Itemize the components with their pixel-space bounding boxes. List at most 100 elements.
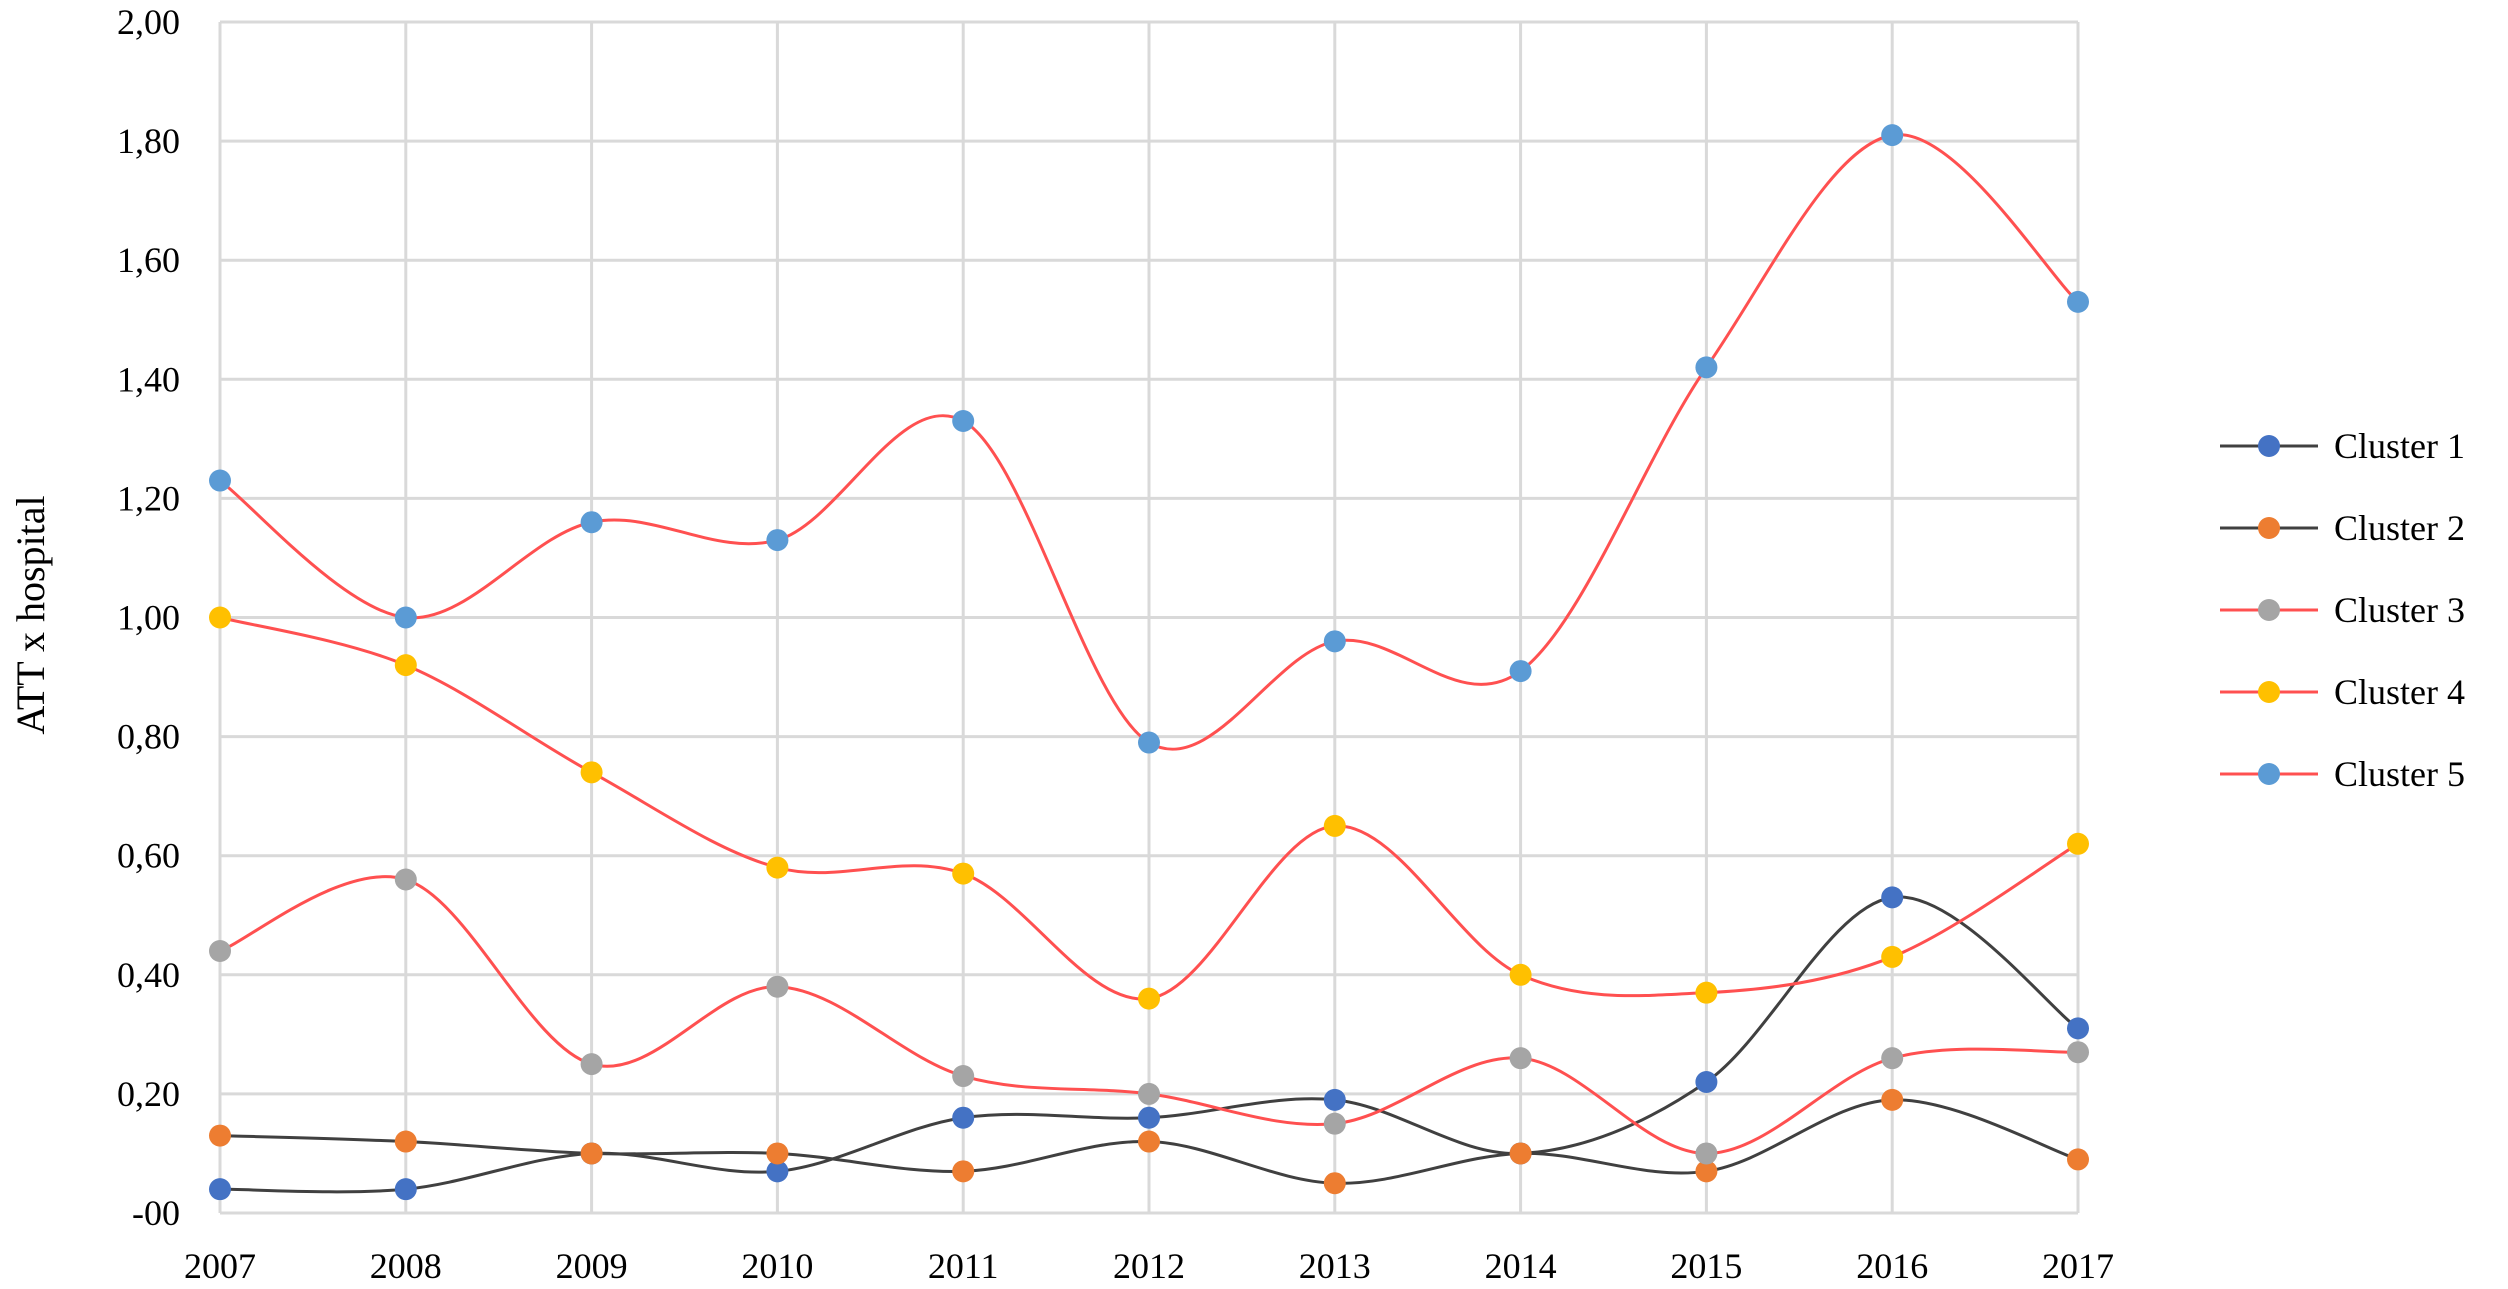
y-tick-label: 2,00 <box>117 2 180 42</box>
data-point <box>766 856 789 879</box>
x-tick-label: 2017 <box>2042 1246 2114 1286</box>
x-tick-label: 2008 <box>370 1246 442 1286</box>
y-tick-label: 1,80 <box>117 121 180 161</box>
data-point <box>1695 1160 1718 1183</box>
legend-label: Cluster 4 <box>2334 672 2465 712</box>
legend-label: Cluster 5 <box>2334 754 2465 794</box>
data-point <box>1509 660 1532 683</box>
data-point <box>1881 1088 1904 1111</box>
data-point <box>1138 731 1160 754</box>
y-axis-title: ATT x hospital <box>8 495 53 734</box>
y-tick-label: 1,20 <box>117 478 180 518</box>
x-tick-label: 2014 <box>1485 1246 1557 1286</box>
legend-item: Cluster 2 <box>2220 508 2465 548</box>
data-point <box>952 1065 975 1088</box>
data-point <box>766 1160 789 1183</box>
y-tick-label: 1,00 <box>117 598 180 638</box>
data-point <box>1138 987 1160 1010</box>
series-cluster-3 <box>209 868 2089 1165</box>
legend-item: Cluster 4 <box>2220 672 2465 712</box>
data-point <box>394 606 417 629</box>
y-axis-ticks: -00 0,20 0,40 0,60 0,80 1,00 1,20 1,40 1,60 1,80 2… <box>117 2 180 1233</box>
legend-label: Cluster 3 <box>2334 590 2465 630</box>
legend-marker <box>2258 681 2280 703</box>
data-point <box>766 529 789 552</box>
x-tick-label: 2009 <box>556 1246 628 1286</box>
data-point <box>766 1142 789 1165</box>
data-point <box>1695 1142 1718 1165</box>
x-tick-label: 2016 <box>1856 1246 1928 1286</box>
y-tick-label: 0,60 <box>117 836 180 876</box>
data-point <box>1695 981 1718 1004</box>
data-point <box>580 1142 603 1165</box>
data-point <box>2067 290 2089 313</box>
y-tick-label: -00 <box>132 1193 180 1233</box>
x-tick-label: 2015 <box>1670 1246 1742 1286</box>
legend-item: Cluster 5 <box>2220 754 2465 794</box>
series-cluster-2 <box>209 1088 2089 1195</box>
y-tick-label: 0,20 <box>117 1074 180 1114</box>
data-point <box>394 868 417 891</box>
legend-item: Cluster 3 <box>2220 590 2465 630</box>
data-point <box>2067 1041 2089 1064</box>
x-tick-label: 2011 <box>928 1246 999 1286</box>
data-point <box>1323 1112 1346 1135</box>
y-tick-label: 0,80 <box>117 717 180 757</box>
data-point <box>580 1053 603 1076</box>
series-cluster-5 <box>209 124 2089 754</box>
legend-label: Cluster 2 <box>2334 508 2465 548</box>
legend-label: Cluster 1 <box>2334 426 2465 466</box>
data-point <box>1323 1088 1346 1111</box>
data-point <box>952 862 975 885</box>
series-cluster-4 <box>209 606 2089 1010</box>
y-tick-label: 0,40 <box>117 955 180 995</box>
legend-marker <box>2258 763 2280 785</box>
x-tick-label: 2012 <box>1113 1246 1185 1286</box>
data-point <box>1881 1047 1904 1070</box>
data-point <box>1509 963 1532 986</box>
y-tick-label: 1,40 <box>117 359 180 399</box>
data-point <box>952 1106 975 1129</box>
x-tick-label: 2013 <box>1299 1246 1371 1286</box>
x-axis-ticks: 2007 2008 2009 2010 2011 2012 2013 2014 2015 2016… <box>184 1246 2114 1286</box>
x-tick-label: 2010 <box>741 1246 813 1286</box>
data-point <box>1881 945 1904 968</box>
legend-marker <box>2258 599 2280 621</box>
legend-item: Cluster 1 <box>2220 426 2465 466</box>
data-point <box>394 1178 417 1201</box>
data-point <box>1138 1082 1160 1105</box>
data-point <box>2067 832 2089 855</box>
data-point <box>209 469 231 492</box>
data-point <box>1695 356 1718 379</box>
data-point <box>952 1160 975 1183</box>
data-point <box>1695 1070 1718 1093</box>
legend-marker <box>2258 435 2280 457</box>
x-tick-label: 2007 <box>184 1246 256 1286</box>
data-point <box>1323 814 1346 837</box>
data-point <box>1881 124 1904 147</box>
data-point <box>580 761 603 784</box>
data-point <box>209 1178 231 1201</box>
grid <box>218 20 2080 1215</box>
series-lines <box>209 124 2089 1201</box>
data-point <box>209 606 231 629</box>
data-point <box>952 409 975 432</box>
data-point <box>580 511 603 534</box>
data-point <box>2067 1017 2089 1040</box>
y-tick-label: 1,60 <box>117 240 180 280</box>
data-point <box>1509 1142 1532 1165</box>
data-point <box>2067 1148 2089 1171</box>
data-point <box>1138 1130 1160 1153</box>
legend: Cluster 1 Cluster 2 Cluster 3 Cluster 4 Clus… <box>2220 426 2465 794</box>
legend-marker <box>2258 517 2280 539</box>
data-point <box>394 1130 417 1153</box>
data-point <box>394 654 417 677</box>
data-point <box>209 1124 231 1147</box>
data-point <box>209 939 231 962</box>
data-point <box>766 975 789 998</box>
data-point <box>1138 1106 1160 1129</box>
data-point <box>1323 630 1346 653</box>
data-point <box>1509 1047 1532 1070</box>
data-point <box>1323 1172 1346 1195</box>
